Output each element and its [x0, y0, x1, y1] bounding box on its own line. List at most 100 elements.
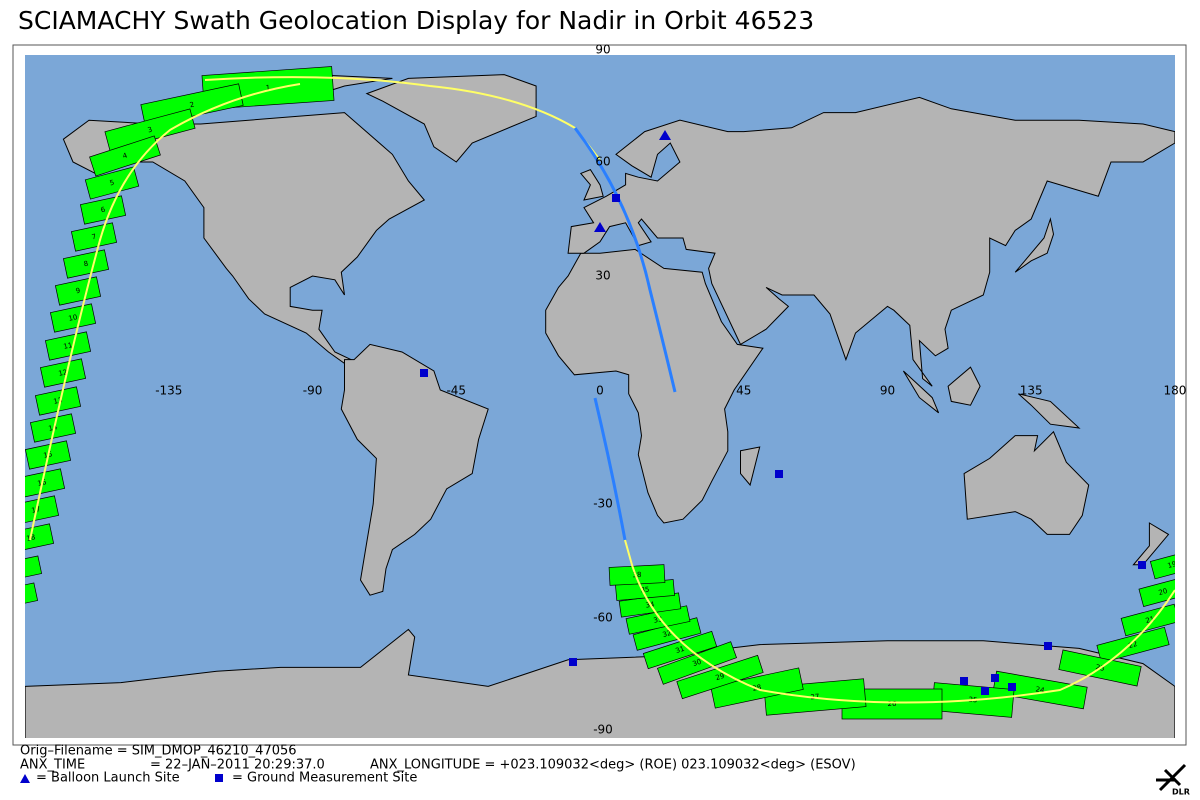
swath-label: 35 — [640, 586, 650, 595]
swath-segment-group: 22 — [1096, 626, 1170, 664]
swath-label: 22 — [1128, 640, 1139, 650]
latitude-label: -60 — [593, 611, 613, 625]
title: SCIAMACHY Swath Geolocation Display for … — [18, 6, 814, 35]
new-guinea — [1018, 393, 1081, 429]
ground-site — [420, 369, 428, 377]
swath-segment — [70, 222, 118, 252]
ground-track — [29, 76, 1175, 704]
ground-site — [991, 674, 999, 682]
swath-label: 4 — [122, 151, 129, 160]
swath-segment-group: 7 — [70, 222, 118, 252]
swath-label: 29 — [715, 672, 726, 682]
swath-label: 3 — [147, 126, 153, 135]
swath-segment — [992, 670, 1088, 710]
track-line — [204, 76, 601, 161]
longitude-label: 90 — [880, 384, 895, 398]
borneo — [947, 366, 981, 406]
ground-site — [1138, 561, 1146, 569]
swath-segment-group: 10 — [49, 303, 97, 333]
swath-label: 10 — [68, 313, 78, 323]
longitude-label: 0 — [596, 384, 604, 398]
swath-label: 5 — [109, 179, 115, 188]
ground-icon — [215, 774, 223, 782]
japan — [1014, 217, 1055, 273]
swath-segment — [1096, 626, 1170, 664]
swath-label: 31 — [675, 645, 686, 655]
britain — [579, 168, 604, 201]
swath-label: 19 — [1167, 560, 1178, 570]
swath-segment-group: 31 — [642, 630, 718, 670]
swath-label: 12 — [58, 368, 68, 378]
swath-label: 30 — [691, 658, 702, 669]
swath-label: 9 — [75, 287, 81, 296]
swath-label: 11 — [63, 341, 73, 351]
latitude-label: -90 — [593, 723, 613, 737]
longitude-label: -135 — [155, 384, 182, 398]
swath-segment — [1138, 577, 1175, 607]
swath-label: 20 — [1158, 587, 1169, 597]
swath-label: 1 — [265, 84, 270, 92]
filename: Orig–Filename = SIM_DMOP_46210_47056 — [20, 744, 297, 759]
ground-site — [981, 687, 989, 695]
australia — [963, 430, 1090, 535]
swath-segment-group: 4 — [89, 135, 161, 177]
swath-segment-group: 20 — [1138, 577, 1175, 607]
swath-segment — [656, 641, 738, 685]
north-america — [62, 112, 426, 364]
sumatra — [902, 370, 940, 414]
ground-site — [1008, 683, 1016, 691]
longitude-label: 180 — [1163, 384, 1186, 398]
madagascar — [740, 446, 761, 487]
swath-label: 38 — [632, 571, 641, 579]
track-line — [573, 127, 677, 393]
ground-site — [612, 194, 620, 202]
swath-segment — [1149, 550, 1175, 580]
swath-segment — [1120, 603, 1175, 637]
swath-label: 21 — [1145, 615, 1156, 625]
swath-segment-group: 38 — [608, 564, 666, 586]
anx-time-value: = 22–JAN–2011 20:29:37.0 — [150, 758, 325, 773]
swath-segment-group: 12 — [39, 358, 87, 388]
balloon-site — [594, 222, 606, 232]
balloon-site — [659, 130, 671, 140]
track-line — [624, 539, 1175, 704]
swath-segment — [25, 555, 43, 579]
swath-label: 32 — [662, 629, 673, 639]
latitude-label: 60 — [595, 155, 610, 169]
swath-segment-group: 13 — [34, 386, 82, 416]
ground-site — [1044, 642, 1052, 650]
anx-longitude: ANX_LONGITUDE = +023.109032<deg> (ROE) 0… — [370, 758, 856, 773]
swath-label: 2 — [189, 101, 195, 110]
south-america — [340, 343, 489, 596]
site-layer — [420, 130, 1146, 695]
swath-segment — [25, 582, 39, 606]
eurasia — [567, 96, 1175, 387]
ground-site — [960, 677, 968, 685]
swath-label: 6 — [100, 206, 107, 215]
latitude-label: -30 — [593, 497, 613, 511]
swath-segment — [29, 413, 77, 443]
swath-label: 33 — [653, 615, 663, 625]
track-line — [593, 397, 627, 541]
swath-segment-group: 8 — [62, 249, 110, 279]
balloon-icon — [20, 774, 30, 783]
longitude-label: 45 — [736, 384, 751, 398]
swath-segment-group: 24 — [992, 670, 1088, 710]
swath-segment — [62, 249, 110, 279]
swath-label: 24 — [1035, 685, 1046, 695]
swath-segment — [608, 564, 666, 586]
swath-segment-group: 21 — [1120, 603, 1175, 637]
balloon-legend: = Balloon Launch Site — [36, 771, 180, 786]
swath-segment — [34, 386, 82, 416]
swath-segment-group: 5 — [84, 166, 140, 200]
ground-site — [775, 470, 783, 478]
swath-label: 8 — [83, 260, 89, 269]
swath-label: 7 — [91, 233, 97, 242]
longitude-label: -90 — [303, 384, 323, 398]
swath-segment — [89, 135, 161, 177]
swath-segment — [49, 303, 97, 333]
track-line — [29, 83, 301, 541]
swath-label: 13 — [53, 396, 63, 406]
